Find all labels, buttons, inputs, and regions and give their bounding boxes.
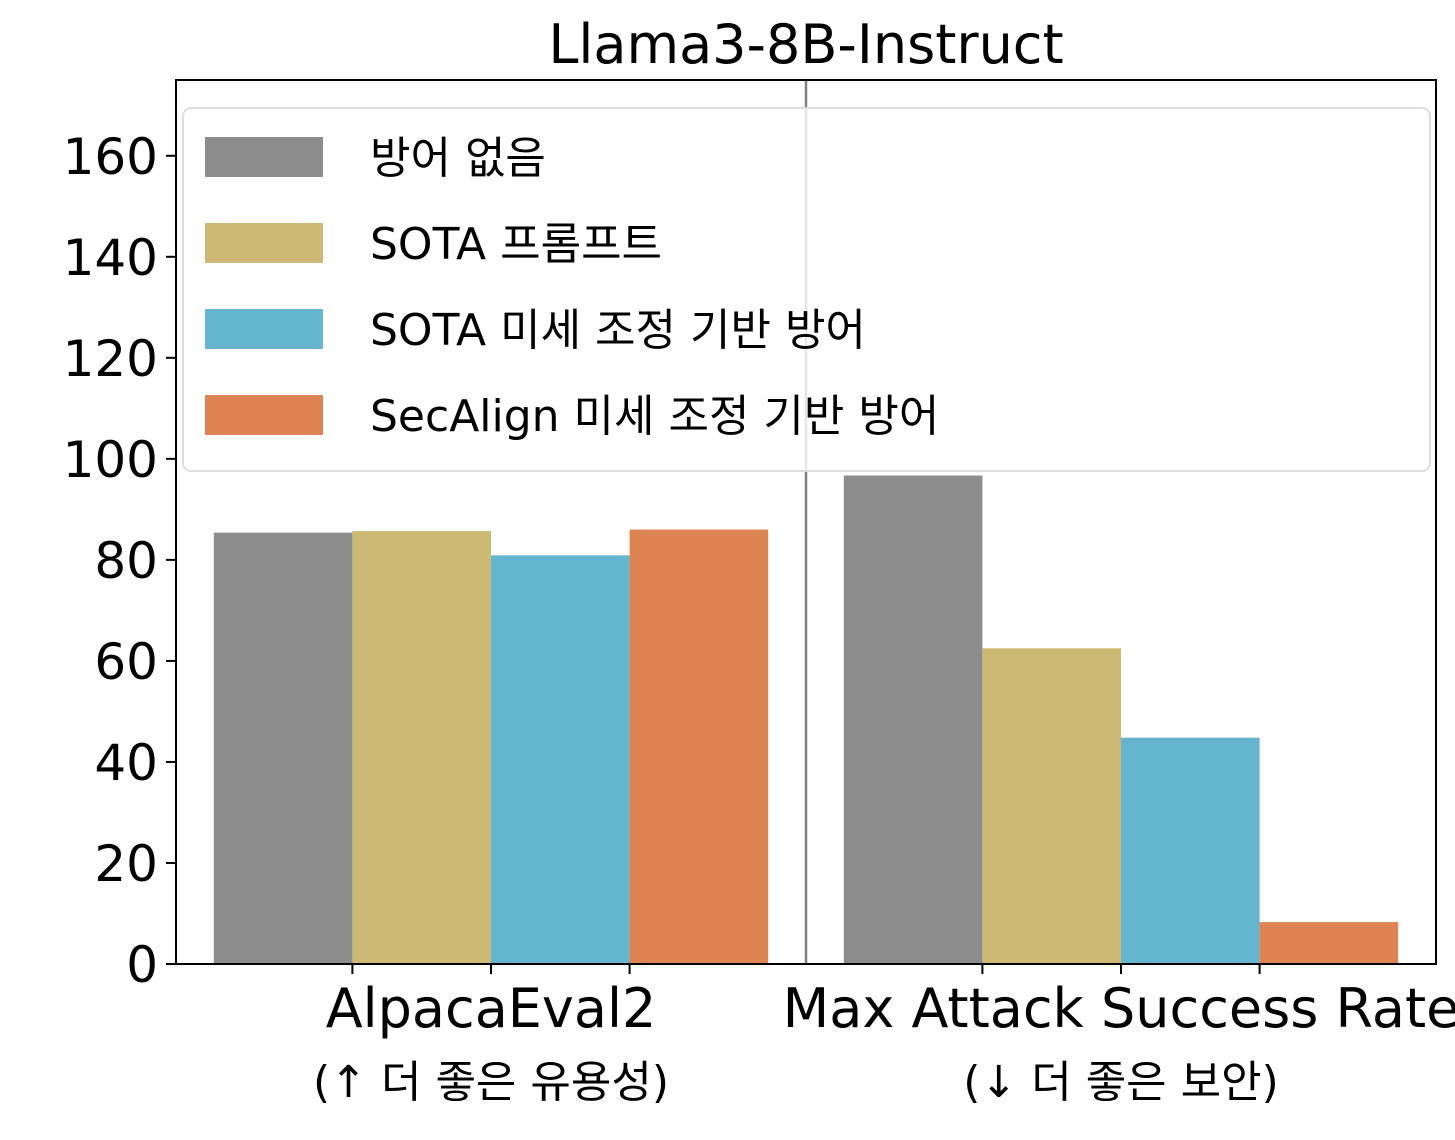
legend-label: SOTA 미세 조정 기반 방어 <box>370 305 866 356</box>
legend-box <box>182 107 1431 472</box>
x-tick-sublabel: (↓ 더 좋은 보안) <box>963 1057 1279 1108</box>
legend-swatch <box>205 395 323 435</box>
y-axis: 0 20 40 60 80 100 120 140 160 <box>63 128 176 994</box>
y-tick-label: 40 <box>94 734 158 792</box>
chart-title: Llama3-8B-Instruct <box>548 13 1063 76</box>
bar <box>213 532 353 964</box>
x-tick-sublabel: (↑ 더 좋은 유용성) <box>313 1057 669 1108</box>
legend-label: SOTA 프롬프트 <box>370 219 662 270</box>
bar <box>843 475 983 964</box>
x-axis: AlpacaEval2 (↑ 더 좋은 유용성) Max Attack Succes… <box>313 964 1455 1108</box>
bar <box>491 555 630 964</box>
x-tick-label: Max Attack Success Rate <box>783 977 1455 1040</box>
legend: 방어 없음 SOTA 프롬프트 SOTA 미세 조정 기반 방어 SecAlign 미… <box>182 107 1431 472</box>
y-tick-label: 60 <box>94 633 158 691</box>
legend-swatch <box>205 223 323 263</box>
y-tick-label: 100 <box>63 431 158 489</box>
y-tick-label: 140 <box>63 229 158 287</box>
plot-frame <box>175 79 1437 965</box>
bar <box>352 531 491 964</box>
y-tick-label: 0 <box>126 936 158 994</box>
y-tick-label: 160 <box>63 128 158 186</box>
legend-label: 방어 없음 <box>370 133 546 184</box>
y-tick-label: 80 <box>94 532 158 590</box>
legend-label: SecAlign 미세 조정 기반 방어 <box>370 391 939 442</box>
x-tick-label: AlpacaEval2 <box>326 977 657 1040</box>
legend-swatch <box>205 309 323 349</box>
legend-swatch <box>205 137 323 177</box>
bar <box>629 529 769 964</box>
bar <box>1121 737 1260 964</box>
bars-group <box>213 475 1399 964</box>
y-tick-label: 120 <box>63 330 158 388</box>
bar <box>982 648 1121 964</box>
bar <box>1259 922 1399 964</box>
y-tick-label: 20 <box>94 835 158 893</box>
